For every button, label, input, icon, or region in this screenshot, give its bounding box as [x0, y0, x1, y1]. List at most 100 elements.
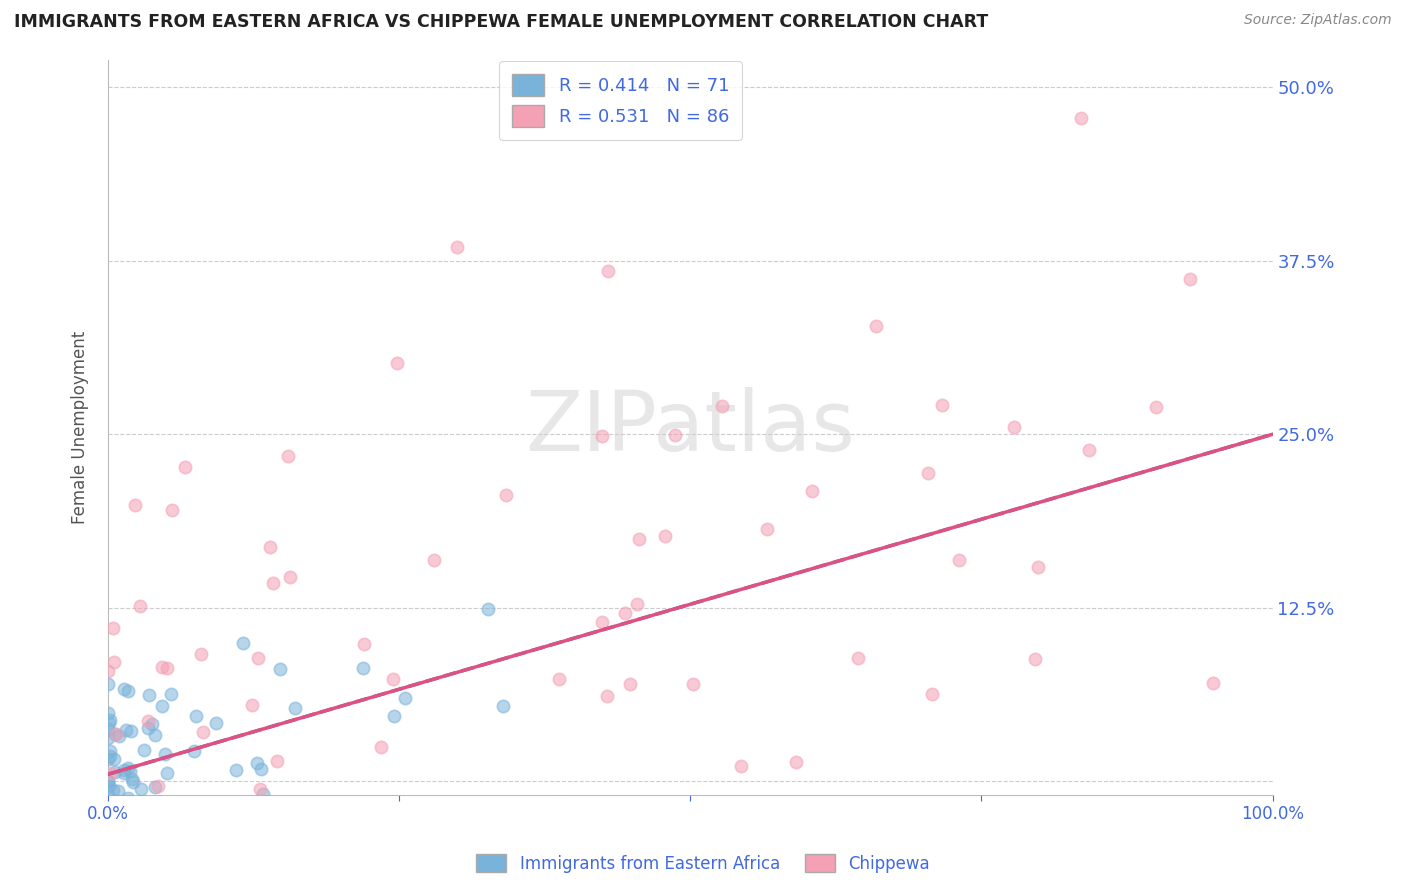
Point: [278, 570, 301, 584]
Point: [409, 866, 432, 880]
Point: [249, 781, 271, 796]
Point: [97, 810, 120, 824]
Point: [143, 780, 166, 794]
Point: [108, 823, 131, 838]
Point: [755, 523, 778, 537]
Point: [105, 794, 128, 808]
Point: [103, 656, 125, 670]
Point: [103, 764, 125, 779]
Point: [134, 817, 156, 831]
Point: [98, 827, 121, 841]
Point: [664, 427, 686, 442]
Point: [98, 824, 121, 838]
Point: [477, 601, 499, 615]
Point: [1144, 400, 1167, 414]
Point: [1070, 111, 1092, 125]
Y-axis label: Female Unemployment: Female Unemployment: [72, 331, 89, 524]
Point: [247, 651, 270, 665]
Point: [97, 731, 120, 745]
Point: [117, 803, 139, 817]
Point: [138, 714, 160, 729]
Point: [591, 615, 613, 629]
Point: [548, 796, 571, 810]
Point: [115, 723, 138, 738]
Point: [948, 552, 970, 566]
Point: [547, 673, 569, 687]
Point: [132, 743, 155, 757]
Point: [682, 677, 704, 691]
Point: [596, 263, 619, 277]
Point: [150, 660, 173, 674]
Point: [101, 621, 124, 635]
Point: [138, 688, 160, 702]
Point: [1024, 652, 1046, 666]
Point: [190, 648, 212, 662]
Text: Source: ZipAtlas.com: Source: ZipAtlas.com: [1244, 13, 1392, 28]
Point: [100, 766, 122, 780]
Point: [193, 725, 215, 739]
Point: [492, 699, 515, 714]
Point: [174, 460, 197, 475]
Point: [931, 398, 953, 412]
Point: [156, 836, 179, 850]
Point: [627, 532, 650, 546]
Point: [146, 779, 169, 793]
Point: [105, 727, 128, 741]
Point: [98, 855, 121, 870]
Point: [98, 713, 121, 727]
Point: [1178, 272, 1201, 286]
Point: [108, 729, 131, 743]
Point: [160, 687, 183, 701]
Point: [101, 799, 124, 814]
Point: [103, 783, 125, 797]
Point: [120, 724, 142, 739]
Point: [107, 784, 129, 798]
Point: [112, 763, 135, 777]
Point: [97, 706, 120, 720]
Point: [446, 239, 468, 253]
Point: [117, 761, 139, 775]
Point: [394, 690, 416, 705]
Point: [619, 677, 641, 691]
Point: [112, 681, 135, 696]
Point: [160, 502, 183, 516]
Point: [128, 599, 150, 613]
Point: [266, 754, 288, 768]
Point: [97, 773, 120, 788]
Point: [785, 755, 807, 769]
Point: [103, 752, 125, 766]
Point: [269, 662, 291, 676]
Point: [97, 779, 120, 793]
Legend: Immigrants from Eastern Africa, Chippewa: Immigrants from Eastern Africa, Chippewa: [470, 847, 936, 880]
Point: [97, 795, 120, 809]
Point: [801, 483, 824, 498]
Point: [1002, 420, 1025, 434]
Point: [423, 552, 446, 566]
Point: [352, 661, 374, 675]
Point: [302, 868, 325, 882]
Point: [184, 708, 207, 723]
Point: [156, 766, 179, 780]
Point: [129, 781, 152, 796]
Point: [143, 728, 166, 742]
Point: [259, 540, 281, 554]
Point: [110, 796, 132, 810]
Point: [370, 739, 392, 754]
Point: [155, 747, 177, 761]
Point: [506, 829, 529, 843]
Point: [97, 752, 120, 766]
Text: ZIPatlas: ZIPatlas: [526, 387, 855, 467]
Legend: R = 0.414   N = 71, R = 0.531   N = 86: R = 0.414 N = 71, R = 0.531 N = 86: [499, 62, 742, 140]
Point: [1201, 675, 1223, 690]
Point: [1078, 442, 1101, 457]
Point: [591, 429, 613, 443]
Point: [122, 775, 145, 789]
Point: [121, 772, 143, 787]
Point: [353, 636, 375, 650]
Point: [730, 759, 752, 773]
Point: [112, 846, 135, 860]
Point: [118, 764, 141, 778]
Point: [97, 796, 120, 810]
Point: [97, 676, 120, 690]
Point: [302, 800, 325, 814]
